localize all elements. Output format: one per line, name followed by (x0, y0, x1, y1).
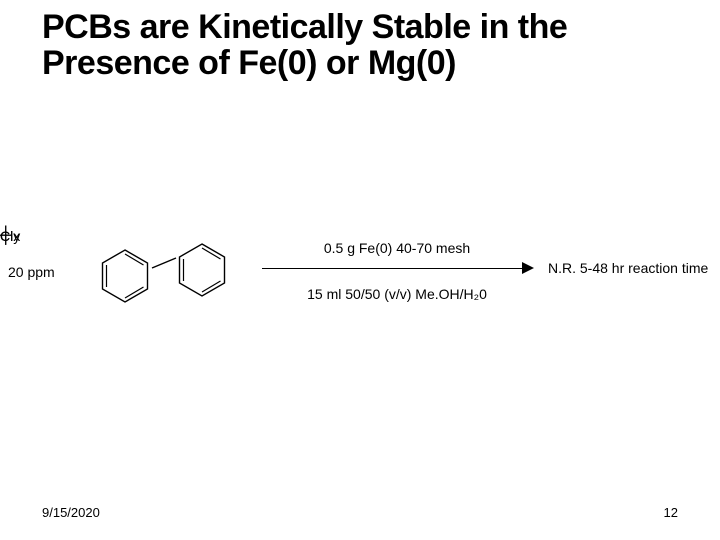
arrow-head-icon (522, 262, 534, 274)
reaction-scheme: 20 ppm Clx ┼ Cly ┼ 0.5 g Fe(0) 40-70 mes… (0, 228, 720, 348)
slide: PCBs are Kinetically Stable in the Prese… (0, 0, 720, 540)
benzene-ring-2 (174, 242, 230, 298)
reaction-arrow: 0.5 g Fe(0) 40-70 mesh 15 ml 50/50 (v/v)… (262, 238, 532, 298)
arrow-line (262, 268, 532, 269)
arrow-conditions-bottom: 15 ml 50/50 (v/v) Me.OH/H₂0 (262, 286, 532, 302)
footer-page-number: 12 (664, 505, 678, 520)
slide-title: PCBs are Kinetically Stable in the Prese… (42, 10, 690, 81)
ring2-cross-icon: ┼ (0, 228, 11, 244)
arrow-conditions-top: 0.5 g Fe(0) 40-70 mesh (262, 240, 532, 256)
footer-date: 9/15/2020 (42, 505, 100, 520)
concentration-label: 20 ppm (8, 264, 55, 280)
reaction-product-text: N.R. 5-48 hr reaction time (548, 260, 708, 276)
benzene-ring-1 (97, 248, 153, 304)
